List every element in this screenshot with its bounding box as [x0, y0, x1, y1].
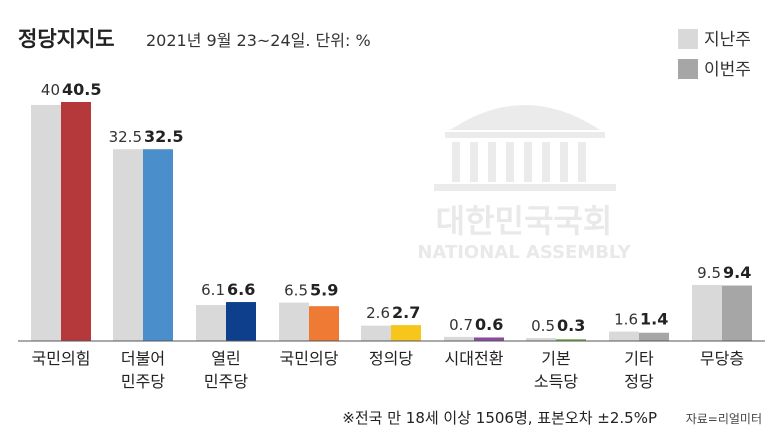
- value-label-current: 9.4: [723, 263, 751, 282]
- bar-previous-week: [113, 149, 143, 341]
- value-label-previous: 9.5: [697, 264, 721, 282]
- category-label: 국민의당: [280, 349, 339, 368]
- value-label-previous: 2.6: [366, 304, 390, 322]
- category-label: 민주당: [121, 372, 165, 391]
- bar-current-week: [61, 102, 91, 341]
- value-label-previous: 0.5: [531, 317, 555, 335]
- category-label: 기타: [624, 349, 654, 368]
- legend-label-previous: 지난주: [704, 30, 751, 50]
- bar-previous-week: [444, 336, 474, 341]
- value-label-current: 0.6: [475, 315, 503, 334]
- national-assembly-watermark: 대한민국국회 NATIONAL ASSEMBLY: [417, 105, 632, 263]
- value-label-previous: 6.1: [201, 281, 225, 299]
- value-label-previous: 6.5: [284, 282, 308, 300]
- bar-previous-week: [692, 284, 722, 341]
- value-label-current: 6.6: [227, 280, 255, 299]
- chart-title: 정당지지도: [18, 27, 115, 51]
- category-label: 민주당: [204, 372, 248, 391]
- value-label-current: 40.5: [62, 80, 101, 99]
- footnote: ※전국 만 18세 이상 1506명, 표본오차 ±2.5%P: [342, 409, 657, 427]
- category-label: 소득당: [534, 372, 578, 391]
- value-label-previous: 40: [41, 81, 60, 99]
- watermark-english-text: NATIONAL ASSEMBLY: [417, 242, 631, 263]
- category-label: 무당층: [700, 349, 744, 368]
- bar-current-week: [391, 325, 421, 341]
- watermark-korean-text: 대한민국국회: [436, 202, 613, 240]
- value-label-current: 0.3: [557, 316, 585, 335]
- category-label: 국민의힘: [32, 349, 91, 368]
- bar-previous-week: [361, 325, 391, 341]
- category-label: 기본: [541, 349, 570, 368]
- value-label-previous: 0.7: [449, 316, 473, 334]
- value-label-current: 1.4: [640, 310, 668, 329]
- legend-swatch-current: [678, 59, 698, 79]
- bar-previous-week: [526, 338, 556, 341]
- chart-subtitle: 2021년 9월 23~24일. 단위: %: [146, 31, 371, 50]
- bar-current-week: [639, 332, 669, 341]
- bar-previous-week: [196, 305, 226, 341]
- bar-current-week: [143, 149, 173, 341]
- category-label: 정당: [624, 372, 654, 391]
- bar-current-week: [556, 339, 586, 341]
- value-label-previous: 1.6: [614, 311, 638, 329]
- value-label-current: 32.5: [144, 127, 183, 146]
- bar-current-week: [722, 285, 752, 341]
- category-label: 더불어: [121, 349, 165, 368]
- category-label: 시대전환: [445, 349, 504, 368]
- bar-current-week: [226, 302, 256, 341]
- national-assembly-building-icon: [434, 105, 616, 191]
- category-label: 정의당: [369, 349, 413, 368]
- bar-current-week: [474, 337, 504, 341]
- value-label-current: 2.7: [392, 303, 420, 322]
- legend-swatch-previous: [678, 29, 698, 49]
- source-label: 자료=리얼미터: [686, 412, 762, 426]
- value-label-previous: 32.5: [109, 128, 142, 146]
- bar-previous-week: [609, 331, 639, 341]
- legend: 지난주 이번주: [678, 29, 751, 80]
- category-label: 열린: [211, 349, 240, 368]
- bar-previous-week: [279, 302, 309, 341]
- bar-previous-week: [31, 104, 61, 341]
- legend-label-current: 이번주: [704, 60, 751, 80]
- bar-current-week: [309, 306, 339, 341]
- value-label-current: 5.9: [310, 281, 338, 300]
